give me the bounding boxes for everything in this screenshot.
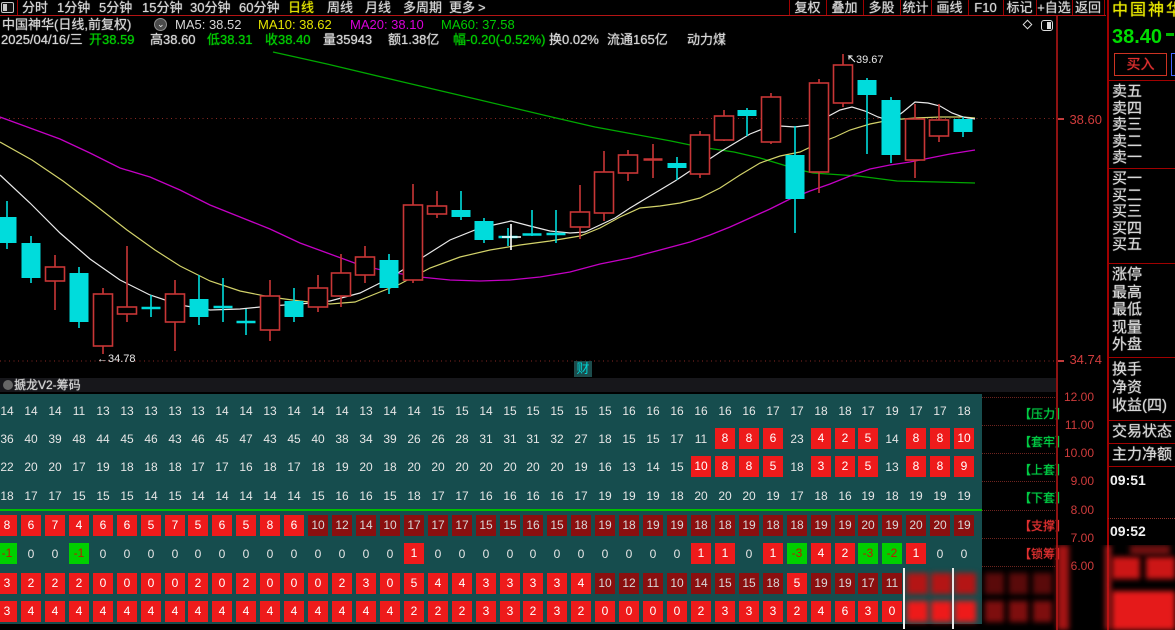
svg-text:39.67: 39.67 (856, 54, 884, 66)
svg-text:←34.78: ←34.78 (97, 353, 136, 365)
